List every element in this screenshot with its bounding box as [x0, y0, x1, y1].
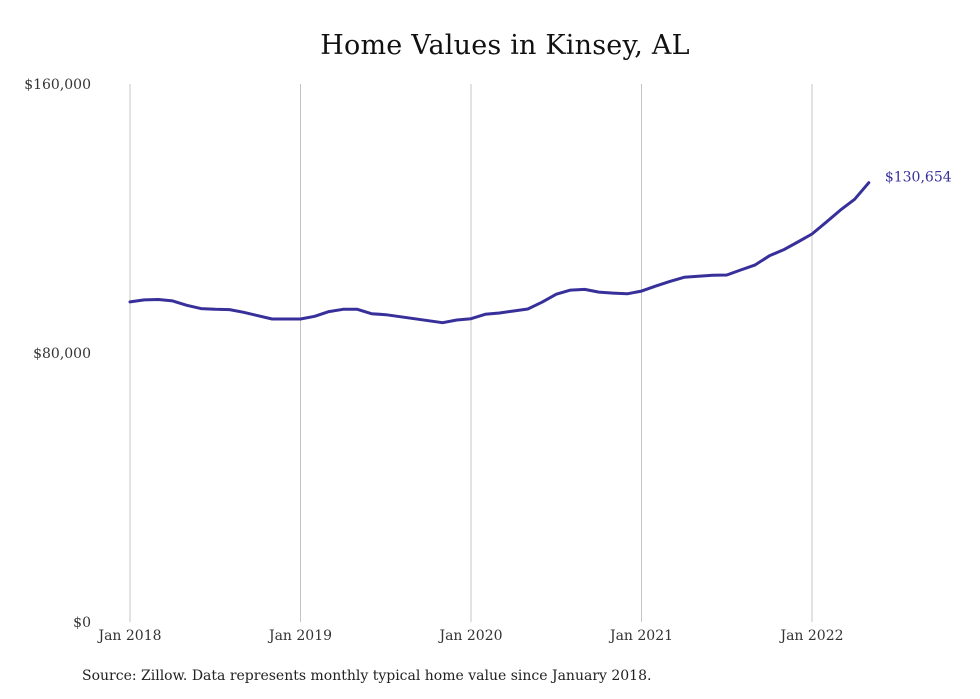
y-tick-label: $80,000	[33, 346, 91, 362]
x-tick-label: Jan 2018	[96, 628, 161, 644]
x-tick-label: Jan 2021	[608, 628, 673, 644]
axis-labels: Jan 2018 Jan 2019 Jan 2020 Jan 2021 Jan 2022…	[24, 77, 843, 644]
x-tick-label: Jan 2022	[778, 628, 843, 644]
series-layer: $130,654	[128, 170, 952, 325]
y-tick-label: $0	[73, 615, 91, 631]
chart-title: Home Values in Kinsey, AL	[320, 30, 690, 61]
gridlines	[129, 84, 813, 622]
x-tick-label: Jan 2020	[437, 628, 502, 644]
end-value-label: $130,654	[885, 170, 952, 186]
source-note: Source: Zillow. Data represents monthly …	[82, 668, 652, 684]
x-tick-label: Jan 2019	[267, 628, 332, 644]
y-tick-label: $160,000	[24, 77, 91, 93]
series-line	[128, 181, 871, 325]
